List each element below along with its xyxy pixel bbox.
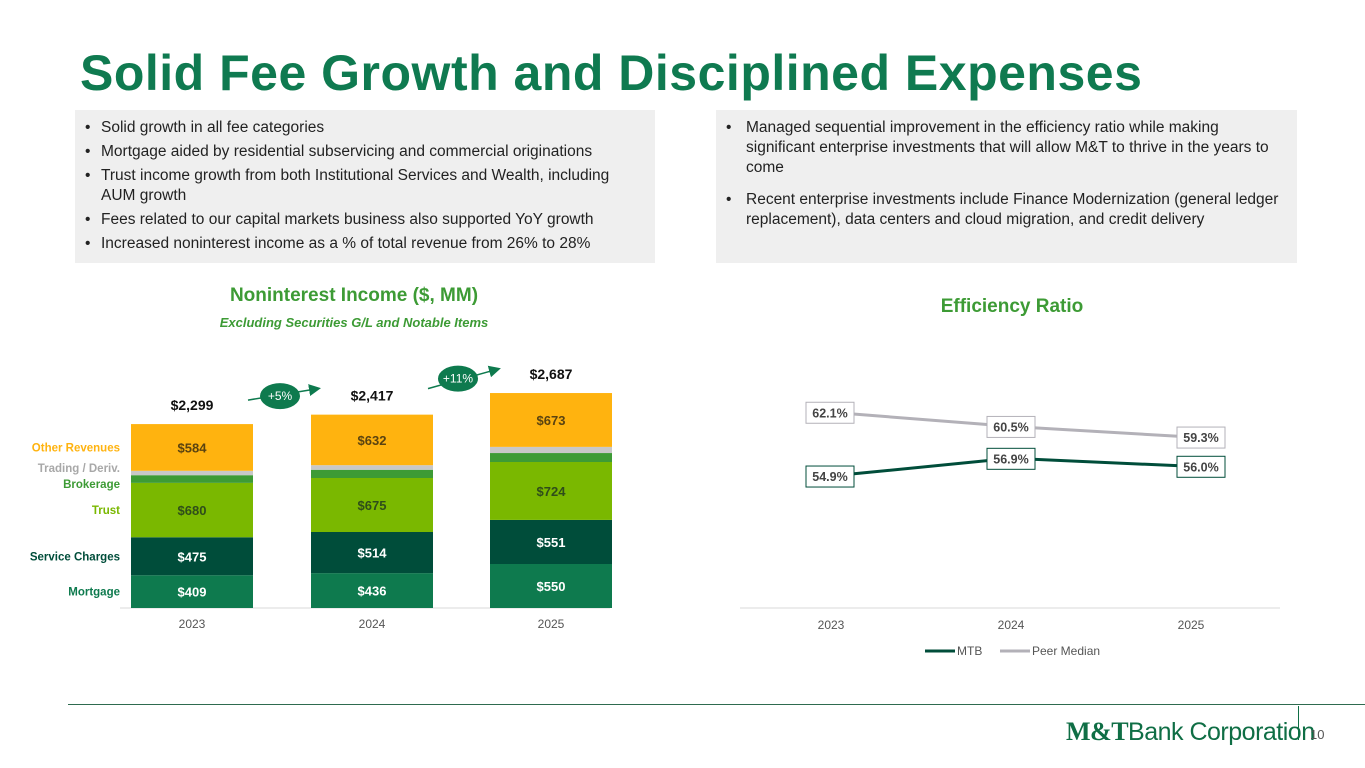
data-label-box (1176, 455, 1226, 478)
company-logo: M&TBank Corporation (1066, 717, 1315, 746)
expense-bullets-box: Managed sequential improvement in the ef… (716, 110, 1297, 263)
bar-value-label: $680 (178, 503, 207, 518)
data-label: 60.5% (993, 420, 1028, 434)
data-label-box (805, 465, 855, 488)
series-label: Service Charges (30, 551, 120, 563)
data-label: 54.9% (812, 470, 847, 484)
bar-total-label: $2,299 (171, 397, 214, 413)
bar-value-label: $409 (178, 585, 207, 600)
bullet-item: Increased noninterest income as a % of t… (85, 234, 645, 254)
bar-segment-mortgage (131, 575, 253, 608)
noninterest-income-chart: $409 $475 $680 $584 $2,299 2023 $436 $514 $675 $6… (30, 365, 612, 631)
growth-bubble (438, 365, 478, 392)
bar-segment-trading (131, 470, 253, 476)
x-tick-label: 2024 (998, 618, 1025, 632)
income-chart-subtitle: Excluding Securities G/L and Notable Ite… (219, 315, 489, 330)
logo-divider (1298, 706, 1299, 740)
legend-label: Peer Median (1032, 644, 1100, 658)
data-label-box (986, 447, 1036, 470)
bar-value-label: $551 (537, 535, 566, 550)
x-tick-label: 2024 (359, 617, 386, 631)
bar-segment-other (490, 393, 612, 447)
efficiency-chart-title: Efficiency Ratio (940, 296, 1084, 317)
data-label-box (805, 401, 855, 424)
growth-label: +5% (268, 389, 293, 403)
bar-value-label: $632 (358, 433, 387, 448)
bar-segment-mortgage (490, 564, 612, 608)
data-label: 56.0% (1183, 460, 1218, 474)
bar-value-label: $724 (537, 484, 567, 499)
series-label: Trading / Deriv. (38, 463, 120, 475)
data-label: 56.9% (993, 452, 1028, 466)
bullet-item: Solid growth in all fee categories (85, 118, 645, 138)
data-label: 62.1% (812, 406, 847, 420)
fee-bullet-list: Solid growth in all fee categories Mortg… (85, 118, 645, 254)
data-label-box (1176, 426, 1226, 449)
series-label: Other Revenues (32, 442, 120, 454)
bullet-item: Trust income growth from both Institutio… (85, 166, 645, 206)
bar-total-label: $2,417 (351, 388, 394, 404)
expense-bullet-list: Managed sequential improvement in the ef… (726, 118, 1287, 230)
bullet-item: Mortgage aided by residential subservici… (85, 142, 645, 162)
bar-segment-trading (490, 446, 612, 454)
income-chart-title: Noninterest Income ($, MM) (229, 285, 479, 306)
series-label: Mortgage (68, 587, 120, 599)
footer-divider (68, 704, 1365, 705)
growth-bubble (260, 383, 300, 410)
bar-segment-trust (490, 462, 612, 520)
bar-total-label: $2,687 (530, 366, 573, 382)
bar-segment-brokerage (131, 475, 253, 483)
series-label: Trust (92, 505, 120, 517)
page-title: Solid Fee Growth and Disciplined Expense… (80, 45, 1143, 101)
bar-value-label: $475 (178, 549, 207, 564)
bar-segment-other (131, 424, 253, 471)
bar-segment-service_charges (490, 519, 612, 564)
x-tick-label: 2023 (818, 618, 845, 632)
growth-label: +11% (443, 372, 473, 386)
bar-segment-brokerage (490, 453, 612, 462)
series-label: Brokerage (63, 479, 120, 491)
bullet-item: Recent enterprise investments include Fi… (726, 190, 1287, 230)
x-tick-label: 2025 (538, 617, 565, 631)
x-tick-label: 2023 (179, 617, 206, 631)
bar-segment-brokerage (311, 469, 433, 478)
bar-value-label: $675 (358, 498, 387, 513)
bar-value-label: $550 (537, 579, 566, 594)
bar-segment-service_charges (131, 537, 253, 576)
bullet-item: Managed sequential improvement in the ef… (726, 118, 1287, 178)
bar-value-label: $514 (358, 546, 388, 561)
data-label-box (986, 415, 1036, 438)
bar-segment-service_charges (311, 532, 433, 574)
efficiency-ratio-chart: 2023 2024 2025 54.9% 56.9% 56.0% 62.1% 60.5% 59.… (740, 401, 1280, 658)
bar-value-label: $584 (178, 440, 208, 455)
legend-label: MTB (957, 644, 982, 658)
bar-segment-trust (131, 482, 253, 538)
fee-bullets-box: Solid growth in all fee categories Mortg… (75, 110, 655, 263)
bar-segment-other (311, 414, 433, 466)
bullet-item: Fees related to our capital markets busi… (85, 210, 645, 230)
x-tick-label: 2025 (1178, 618, 1205, 632)
data-label: 59.3% (1183, 431, 1218, 445)
bar-segment-trust (311, 478, 433, 532)
page-number: 10 (1310, 727, 1325, 742)
bar-value-label: $436 (358, 584, 387, 599)
bar-segment-mortgage (311, 573, 433, 608)
bar-segment-trading (311, 465, 433, 470)
bar-value-label: $673 (537, 413, 566, 428)
